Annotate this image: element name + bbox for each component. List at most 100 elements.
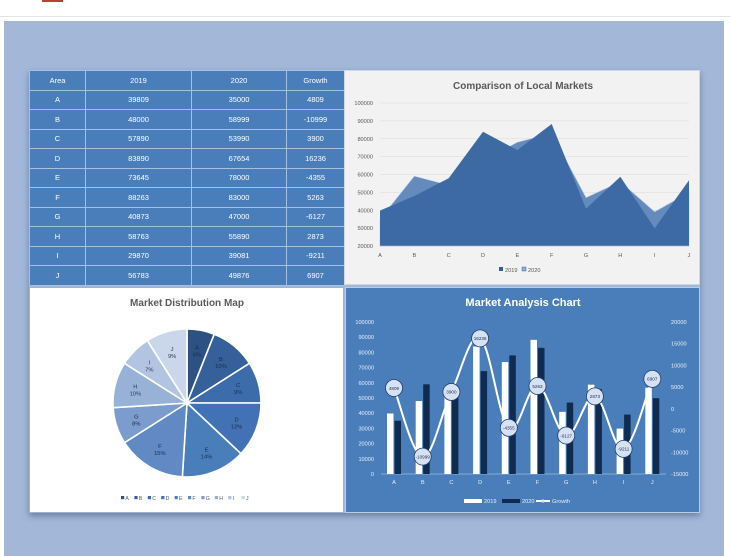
cell-growth[interactable]: -6127 xyxy=(286,206,345,227)
cell-2019[interactable]: 73645 xyxy=(85,167,192,188)
growth-marker[interactable] xyxy=(643,369,662,388)
cell-2020[interactable]: 58999 xyxy=(191,109,287,130)
growth-marker[interactable] xyxy=(614,439,633,458)
cell-2019[interactable]: 48000 xyxy=(85,109,192,130)
cell-area[interactable]: D xyxy=(29,148,86,169)
x-tick-label: A xyxy=(392,480,396,486)
cell-growth[interactable]: 5263 xyxy=(286,187,345,208)
bar-2019[interactable] xyxy=(587,384,595,474)
cell-2020[interactable]: 55890 xyxy=(191,226,287,247)
x-tick-label: C xyxy=(449,480,453,486)
right-y-tick-label: -15000 xyxy=(671,472,688,478)
cell-2020[interactable]: 35000 xyxy=(191,89,287,110)
cell-area[interactable]: A xyxy=(29,89,86,110)
bar-2019[interactable] xyxy=(645,387,652,474)
cell-growth[interactable]: 16236 xyxy=(286,148,345,169)
cell-2019[interactable]: 57890 xyxy=(85,128,192,149)
legend-swatch-2019 xyxy=(464,499,482,503)
slice-percent-label: 15% xyxy=(154,451,166,457)
pie-slice-f[interactable] xyxy=(123,401,188,478)
growth-marker[interactable] xyxy=(471,329,490,348)
cell-2020[interactable]: 83000 xyxy=(191,187,287,208)
y-tick-label: 60000 xyxy=(357,173,373,179)
x-tick-label: A xyxy=(378,253,382,259)
cell-area[interactable]: F xyxy=(29,187,86,208)
header-2019[interactable]: 2019 xyxy=(85,70,192,91)
legend-label: A xyxy=(125,496,129,502)
bar-2019[interactable] xyxy=(444,386,451,474)
bar-2020[interactable] xyxy=(652,398,660,474)
growth-data-label: -6127 xyxy=(560,433,572,438)
growth-marker[interactable] xyxy=(557,426,576,445)
cell-2020[interactable]: 49876 xyxy=(191,265,287,286)
cell-growth[interactable]: -4355 xyxy=(286,167,345,188)
x-tick-label: C xyxy=(447,253,451,259)
growth-marker[interactable] xyxy=(413,447,432,466)
pie-slice-j[interactable] xyxy=(146,328,188,406)
bar-2019[interactable] xyxy=(387,413,394,474)
cell-growth[interactable]: -10999 xyxy=(286,109,345,130)
cell-2020[interactable]: 39081 xyxy=(191,245,287,266)
cell-2019[interactable]: 58763 xyxy=(85,226,192,247)
cell-area[interactable]: I xyxy=(29,245,86,266)
bar-2019[interactable] xyxy=(530,339,538,474)
cell-2020[interactable]: 78000 xyxy=(191,167,287,188)
y-tick-label: 50000 xyxy=(357,190,373,196)
cell-2019[interactable]: 83890 xyxy=(85,148,192,169)
cell-2019[interactable]: 40873 xyxy=(85,206,192,227)
bar-2019[interactable] xyxy=(501,362,509,474)
cell-area[interactable]: C xyxy=(29,128,86,149)
cell-area[interactable]: B xyxy=(29,109,86,130)
cell-2020[interactable]: 53990 xyxy=(191,128,287,149)
bar-2020[interactable] xyxy=(394,420,402,474)
cell-2019[interactable]: 39809 xyxy=(85,89,192,110)
cell-area[interactable]: G xyxy=(29,206,86,227)
cell-growth[interactable]: 4809 xyxy=(286,89,345,110)
cell-area[interactable]: J xyxy=(29,265,86,286)
growth-marker[interactable] xyxy=(442,383,461,401)
growth-marker[interactable] xyxy=(585,387,604,406)
bar-2020[interactable] xyxy=(595,389,602,474)
header-area[interactable]: Area xyxy=(29,70,86,91)
slice-percent-label: 6% xyxy=(193,353,201,359)
chart-title: Comparison of Local Markets xyxy=(453,81,593,92)
bar-2019[interactable] xyxy=(415,401,423,474)
growth-marker[interactable] xyxy=(528,377,547,395)
cell-area[interactable]: H xyxy=(29,226,86,247)
distribution-pie-chart: Market Distribution Map A 6% B 10% C 9% D 12% E 14… xyxy=(29,287,344,513)
bar-2020[interactable] xyxy=(509,355,516,474)
right-y-tick-label: 0 xyxy=(671,407,674,413)
pie-slice-e[interactable] xyxy=(181,401,243,478)
right-y-tick-label: 15000 xyxy=(671,342,687,348)
growth-data-label: 6907 xyxy=(647,377,658,382)
x-tick-label: G xyxy=(564,480,568,486)
bar-2020[interactable] xyxy=(423,384,430,474)
cell-2019[interactable]: 56783 xyxy=(85,265,192,286)
bar-2020[interactable] xyxy=(480,371,488,474)
cell-2019[interactable]: 29870 xyxy=(85,245,192,266)
legend-swatch xyxy=(214,496,218,500)
cell-growth[interactable]: -9211 xyxy=(286,245,345,266)
y-tick-label: 90000 xyxy=(357,119,373,125)
growth-marker[interactable] xyxy=(499,418,518,437)
header-growth[interactable]: Growth xyxy=(286,70,345,91)
cell-2020[interactable]: 67654 xyxy=(191,148,287,169)
cell-area[interactable]: E xyxy=(29,167,86,188)
x-tick-label: E xyxy=(507,480,511,486)
legend-label: B xyxy=(139,496,143,502)
bar-2020[interactable] xyxy=(538,347,545,474)
cell-2020[interactable]: 47000 xyxy=(191,206,287,227)
bar-2020[interactable] xyxy=(451,391,459,474)
bar-2019[interactable] xyxy=(473,346,480,474)
growth-marker[interactable] xyxy=(385,379,403,397)
legend-swatch xyxy=(121,496,125,500)
slice-percent-label: 10% xyxy=(130,392,142,398)
header-2020[interactable]: 2020 xyxy=(191,70,287,91)
cell-growth[interactable]: 3900 xyxy=(286,128,345,149)
left-y-tick-label: 50000 xyxy=(358,396,374,402)
legend-swatch-2020 xyxy=(521,266,527,272)
x-tick-label: I xyxy=(623,480,625,486)
cell-growth[interactable]: 2873 xyxy=(286,226,345,247)
cell-growth[interactable]: 6907 xyxy=(286,265,345,286)
cell-2019[interactable]: 88263 xyxy=(85,187,192,208)
